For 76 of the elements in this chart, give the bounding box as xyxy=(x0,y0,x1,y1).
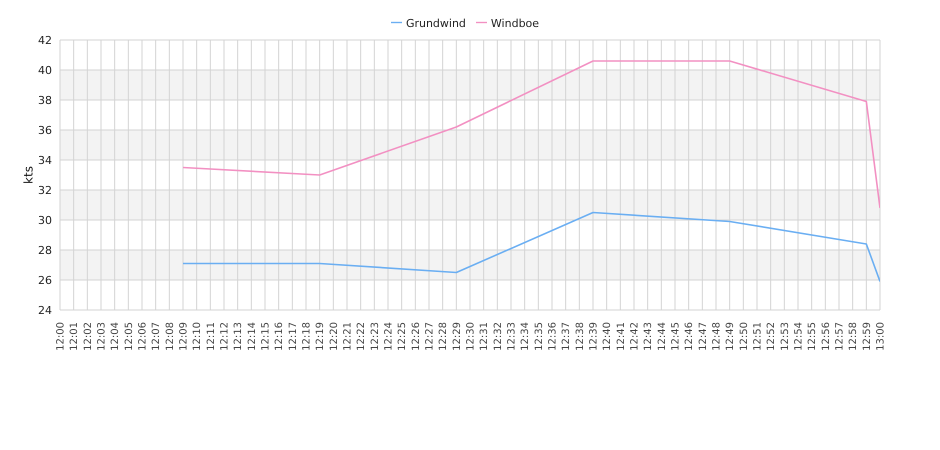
x-tick-label: 12:17 xyxy=(288,322,299,351)
x-tick-label: 12:59 xyxy=(862,322,873,351)
legend-label: Windboe xyxy=(490,17,540,30)
x-tick-label: 12:47 xyxy=(698,322,709,351)
legend-label: Grundwind xyxy=(406,17,466,30)
y-tick-label: 36 xyxy=(38,124,52,137)
y-tick-label: 26 xyxy=(38,274,52,287)
y-axis-title: kts xyxy=(21,166,36,184)
x-tick-label: 12:11 xyxy=(206,322,217,351)
x-tick-label: 12:25 xyxy=(397,322,408,351)
x-tick-label: 12:24 xyxy=(384,322,394,351)
x-tick-label: 12:13 xyxy=(233,322,244,351)
x-tick-label: 12:51 xyxy=(752,322,764,351)
y-tick-label: 34 xyxy=(38,154,52,167)
x-tick-label: 12:26 xyxy=(410,322,422,351)
x-tick-label: 12:06 xyxy=(138,322,148,351)
x-tick-label: 12:45 xyxy=(670,322,682,351)
x-tick-label: 12:09 xyxy=(178,322,190,351)
x-tick-label: 12:50 xyxy=(738,322,750,351)
x-tick-label: 12:32 xyxy=(492,322,504,351)
x-tick-label: 12:21 xyxy=(342,322,354,351)
x-tick-label: 12:19 xyxy=(315,322,326,351)
x-tick-label: 12:48 xyxy=(712,322,722,351)
x-tick-label: 12:23 xyxy=(370,322,381,351)
x-tick-label: 12:03 xyxy=(96,322,108,351)
x-tick-label: 12:46 xyxy=(684,322,696,351)
x-tick-label: 13:00 xyxy=(876,322,886,351)
x-tick-label: 12:00 xyxy=(56,322,66,351)
x-tick-label: 12:49 xyxy=(725,322,736,351)
x-tick-label: 12:43 xyxy=(643,322,654,351)
y-tick-label: 32 xyxy=(38,184,52,197)
x-tick-label: 12:07 xyxy=(151,322,162,351)
x-tick-label: 12:01 xyxy=(69,322,80,351)
line-series xyxy=(182,212,880,282)
x-tick-label: 12:42 xyxy=(630,322,640,351)
x-tick-label: 12:54 xyxy=(794,322,804,351)
x-tick-label: 12:27 xyxy=(424,322,436,351)
x-tick-label: 12:04 xyxy=(110,322,122,351)
y-tick-label: 42 xyxy=(38,34,52,47)
x-tick-label: 12:41 xyxy=(616,322,627,351)
y-tick-label: 30 xyxy=(38,214,52,227)
x-tick-label: 12:10 xyxy=(192,322,204,351)
y-tick-label: 38 xyxy=(38,94,52,107)
y-tick-label: 24 xyxy=(38,304,52,317)
x-tick-label: 12:37 xyxy=(561,322,572,351)
x-tick-label: 12:15 xyxy=(260,322,272,351)
x-tick-label: 12:36 xyxy=(548,322,558,351)
x-tick-label: 12:44 xyxy=(656,322,668,351)
x-tick-label: 12:35 xyxy=(534,322,545,351)
x-tick-label: 12:30 xyxy=(466,322,476,351)
x-tick-label: 12:12 xyxy=(220,322,230,351)
x-tick-label: 12:58 xyxy=(848,322,860,351)
x-tick-label: 12:39 xyxy=(588,322,600,351)
x-tick-label: 12:08 xyxy=(164,322,176,351)
line-series xyxy=(182,60,880,209)
x-tick-label: 12:53 xyxy=(780,322,791,351)
x-tick-label: 12:18 xyxy=(302,322,312,351)
x-tick-label: 12:05 xyxy=(124,322,135,351)
x-tick-label: 12:31 xyxy=(479,322,490,351)
x-tick-label: 12:22 xyxy=(356,322,368,351)
y-tick-label: 28 xyxy=(38,244,52,257)
x-tick-label: 12:28 xyxy=(438,322,450,351)
x-tick-label: 12:56 xyxy=(820,322,832,351)
x-tick-label: 12:55 xyxy=(807,322,818,351)
x-tick-label: 12:57 xyxy=(834,322,846,351)
x-tick-label: 12:02 xyxy=(82,322,94,351)
x-tick-label: 12:29 xyxy=(452,322,463,351)
x-tick-label: 12:14 xyxy=(246,322,258,351)
x-tick-label: 12:20 xyxy=(328,322,340,351)
x-tick-label: 12:38 xyxy=(574,322,586,351)
x-tick-label: 12:16 xyxy=(274,322,286,351)
x-tick-label: 12:40 xyxy=(602,322,614,351)
x-tick-label: 12:34 xyxy=(520,322,532,351)
x-tick-label: 12:52 xyxy=(766,322,778,351)
y-tick-label: 40 xyxy=(38,64,52,77)
x-tick-label: 12:33 xyxy=(506,322,518,351)
